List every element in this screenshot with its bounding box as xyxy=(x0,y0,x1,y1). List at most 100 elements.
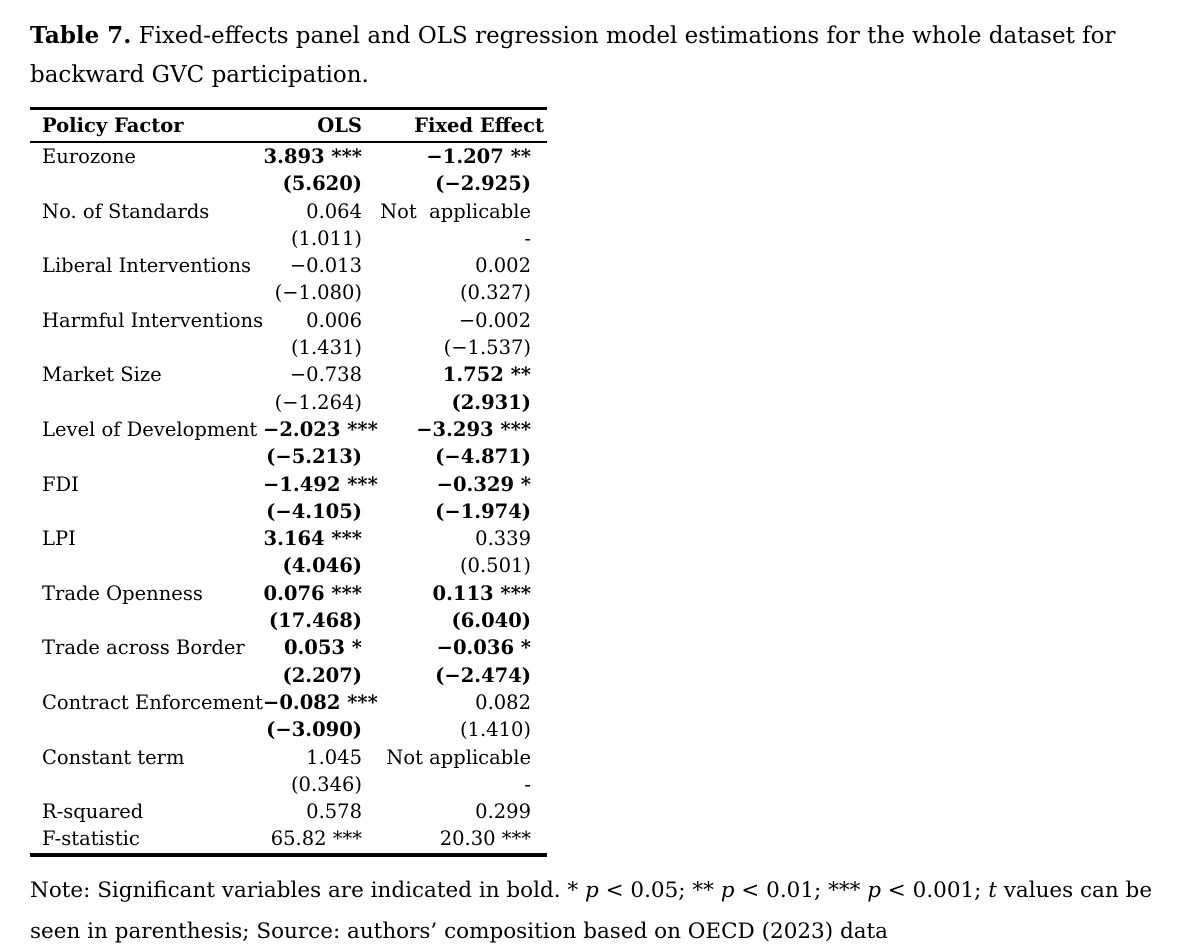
fixed-effect-value-cell: (−1.537) xyxy=(443,336,531,360)
ols-value-cell: (−1.080) xyxy=(274,281,362,305)
fixed-effect-value-cell: Not applicable xyxy=(380,199,531,223)
factor-cell: R-squared xyxy=(42,800,144,824)
table-caption-label: Table 7. xyxy=(30,22,132,49)
table-row: Constant term 1.045 Not applicable xyxy=(30,744,547,771)
factor-cell: Contract Enforcement xyxy=(42,690,263,714)
ols-value-cell: 0.006 xyxy=(306,308,362,332)
factor-cell xyxy=(30,498,262,525)
table-row: No. of Standards 0.064 Not applicable xyxy=(30,198,547,225)
table-row: (−4.105) (−1.974) xyxy=(30,498,547,525)
table-row: (−3.090) (1.410) xyxy=(30,716,547,743)
ols-value-cell: 0.064 xyxy=(306,199,362,223)
fixed-effect-value-cell: 0.082 xyxy=(475,690,531,714)
factor-cell xyxy=(30,389,262,416)
ols-value-cell: (0.346) xyxy=(290,772,362,796)
table-row: Eurozone 3.893 *** −1.207 ** xyxy=(30,142,547,170)
fixed-effect-value-cell: 0.299 xyxy=(475,800,531,824)
ols-value-cell: 3.893 *** xyxy=(263,145,362,168)
fixed-effect-value-cell: (0.327) xyxy=(459,281,531,305)
table-row: (1.431) (−1.537) xyxy=(30,334,547,361)
ols-value-cell: (−5.213) xyxy=(266,445,362,469)
table-body: Eurozone 3.893 *** −1.207 ** (5.620) (−2… xyxy=(30,142,547,855)
ols-value-cell: 0.053 * xyxy=(283,636,362,660)
ols-value-cell: 0.578 xyxy=(306,800,362,824)
factor-cell: Trade across Border xyxy=(42,636,245,660)
table-row: (−1.080) (0.327) xyxy=(30,279,547,306)
table-row: (2.207) (−2.474) xyxy=(30,662,547,689)
table-row: Contract Enforcement −0.082 *** 0.082 xyxy=(30,689,547,716)
regression-table: Policy Factor OLS Fixed Effect Eurozone … xyxy=(30,107,547,857)
ols-value-cell: −2.023 *** xyxy=(263,417,378,441)
fixed-effect-value-cell: 0.002 xyxy=(475,254,531,278)
factor-cell: Harmful Interventions xyxy=(42,308,264,332)
table-header: Policy Factor OLS Fixed Effect xyxy=(30,109,547,142)
table-row: Trade Openness 0.076 *** 0.113 *** xyxy=(30,580,547,607)
fixed-effect-value-cell: −0.002 xyxy=(458,308,531,332)
ols-value-cell: 3.164 *** xyxy=(263,527,362,551)
ols-value-cell: −0.013 xyxy=(289,254,362,278)
table-caption-text: Fixed-effects panel and OLS regression m… xyxy=(30,23,1116,88)
ols-value-cell: −0.082 *** xyxy=(263,690,378,714)
fixed-effect-value-cell: −3.293 *** xyxy=(416,417,531,441)
ols-value-cell: (17.468) xyxy=(268,609,362,633)
factor-cell: Liberal Interventions xyxy=(42,254,252,278)
fixed-effect-value-cell: - xyxy=(524,772,531,796)
ols-value-cell: (4.046) xyxy=(282,554,362,578)
factor-cell: Constant term xyxy=(42,745,185,769)
table-row: FDI −1.492 *** −0.329 * xyxy=(30,471,547,498)
table-row: Level of Development −2.023 *** −3.293 *… xyxy=(30,416,547,443)
table-row: (−1.264) (2.931) xyxy=(30,389,547,416)
table-caption: Table 7. Fixed-effects panel and OLS reg… xyxy=(30,16,1170,95)
factor-cell xyxy=(30,443,262,470)
factor-cell: Eurozone xyxy=(42,145,136,168)
header-fixed-effect: Fixed Effect xyxy=(414,114,544,137)
factor-cell xyxy=(30,662,262,689)
factor-cell xyxy=(30,771,262,798)
factor-cell xyxy=(30,552,262,579)
ols-value-cell: (−3.090) xyxy=(266,718,362,742)
factor-cell xyxy=(30,279,262,306)
table-row: (0.346) - xyxy=(30,771,547,798)
table-row: (1.011) - xyxy=(30,225,547,252)
ols-value-cell: (−1.264) xyxy=(274,390,362,414)
fixed-effect-value-cell: 20.30 *** xyxy=(439,827,531,851)
factor-cell xyxy=(30,225,262,252)
factor-cell xyxy=(30,170,262,197)
factor-cell: FDI xyxy=(42,472,79,496)
fixed-effect-value-cell: Not applicable xyxy=(386,745,531,769)
ols-value-cell: 65.82 *** xyxy=(270,827,362,851)
fixed-effect-value-cell: 1.752 ** xyxy=(442,363,531,387)
ols-value-cell: (1.431) xyxy=(290,336,362,360)
table-row: F-statistic 65.82 *** 20.30 *** xyxy=(30,825,547,854)
ols-value-cell: 0.076 *** xyxy=(263,581,362,605)
table-row: (4.046) (0.501) xyxy=(30,552,547,579)
header-row: Policy Factor OLS Fixed Effect xyxy=(30,109,547,142)
table-row: (17.468) (6.040) xyxy=(30,607,547,634)
fixed-effect-value-cell: 0.339 xyxy=(475,527,531,551)
table-row: (−5.213) (−4.871) xyxy=(30,443,547,470)
factor-cell xyxy=(30,607,262,634)
factor-cell: Level of Development xyxy=(42,417,258,441)
table-row: R-squared 0.578 0.299 xyxy=(30,798,547,825)
ols-value-cell: 1.045 xyxy=(306,745,362,769)
ols-value-cell: −1.492 *** xyxy=(263,472,378,496)
table-row: Liberal Interventions −0.013 0.002 xyxy=(30,252,547,279)
fixed-effect-value-cell: - xyxy=(524,226,531,250)
fixed-effect-value-cell: 0.113 *** xyxy=(432,581,531,605)
ols-value-cell: −0.738 xyxy=(289,363,362,387)
table-row: Trade across Border 0.053 * −0.036 * xyxy=(30,634,547,661)
factor-cell: No. of Standards xyxy=(42,199,210,223)
fixed-effect-value-cell: (−1.974) xyxy=(435,499,531,523)
fixed-effect-value-cell: −0.329 * xyxy=(436,472,531,496)
ols-value-cell: (5.620) xyxy=(282,172,362,196)
fixed-effect-value-cell: (2.931) xyxy=(451,390,531,414)
fixed-effect-value-cell: −0.036 * xyxy=(436,636,531,660)
table-row: LPI 3.164 *** 0.339 xyxy=(30,525,547,552)
header-ols: OLS xyxy=(317,114,362,137)
table-row: Harmful Interventions 0.006 −0.002 xyxy=(30,307,547,334)
fixed-effect-value-cell: (6.040) xyxy=(451,609,531,633)
table-note: Note: Significant variables are indicate… xyxy=(30,877,1153,944)
ols-value-cell: (2.207) xyxy=(282,663,362,687)
fixed-effect-value-cell: −1.207 ** xyxy=(426,145,531,168)
table-row: Market Size −0.738 1.752 ** xyxy=(30,361,547,388)
